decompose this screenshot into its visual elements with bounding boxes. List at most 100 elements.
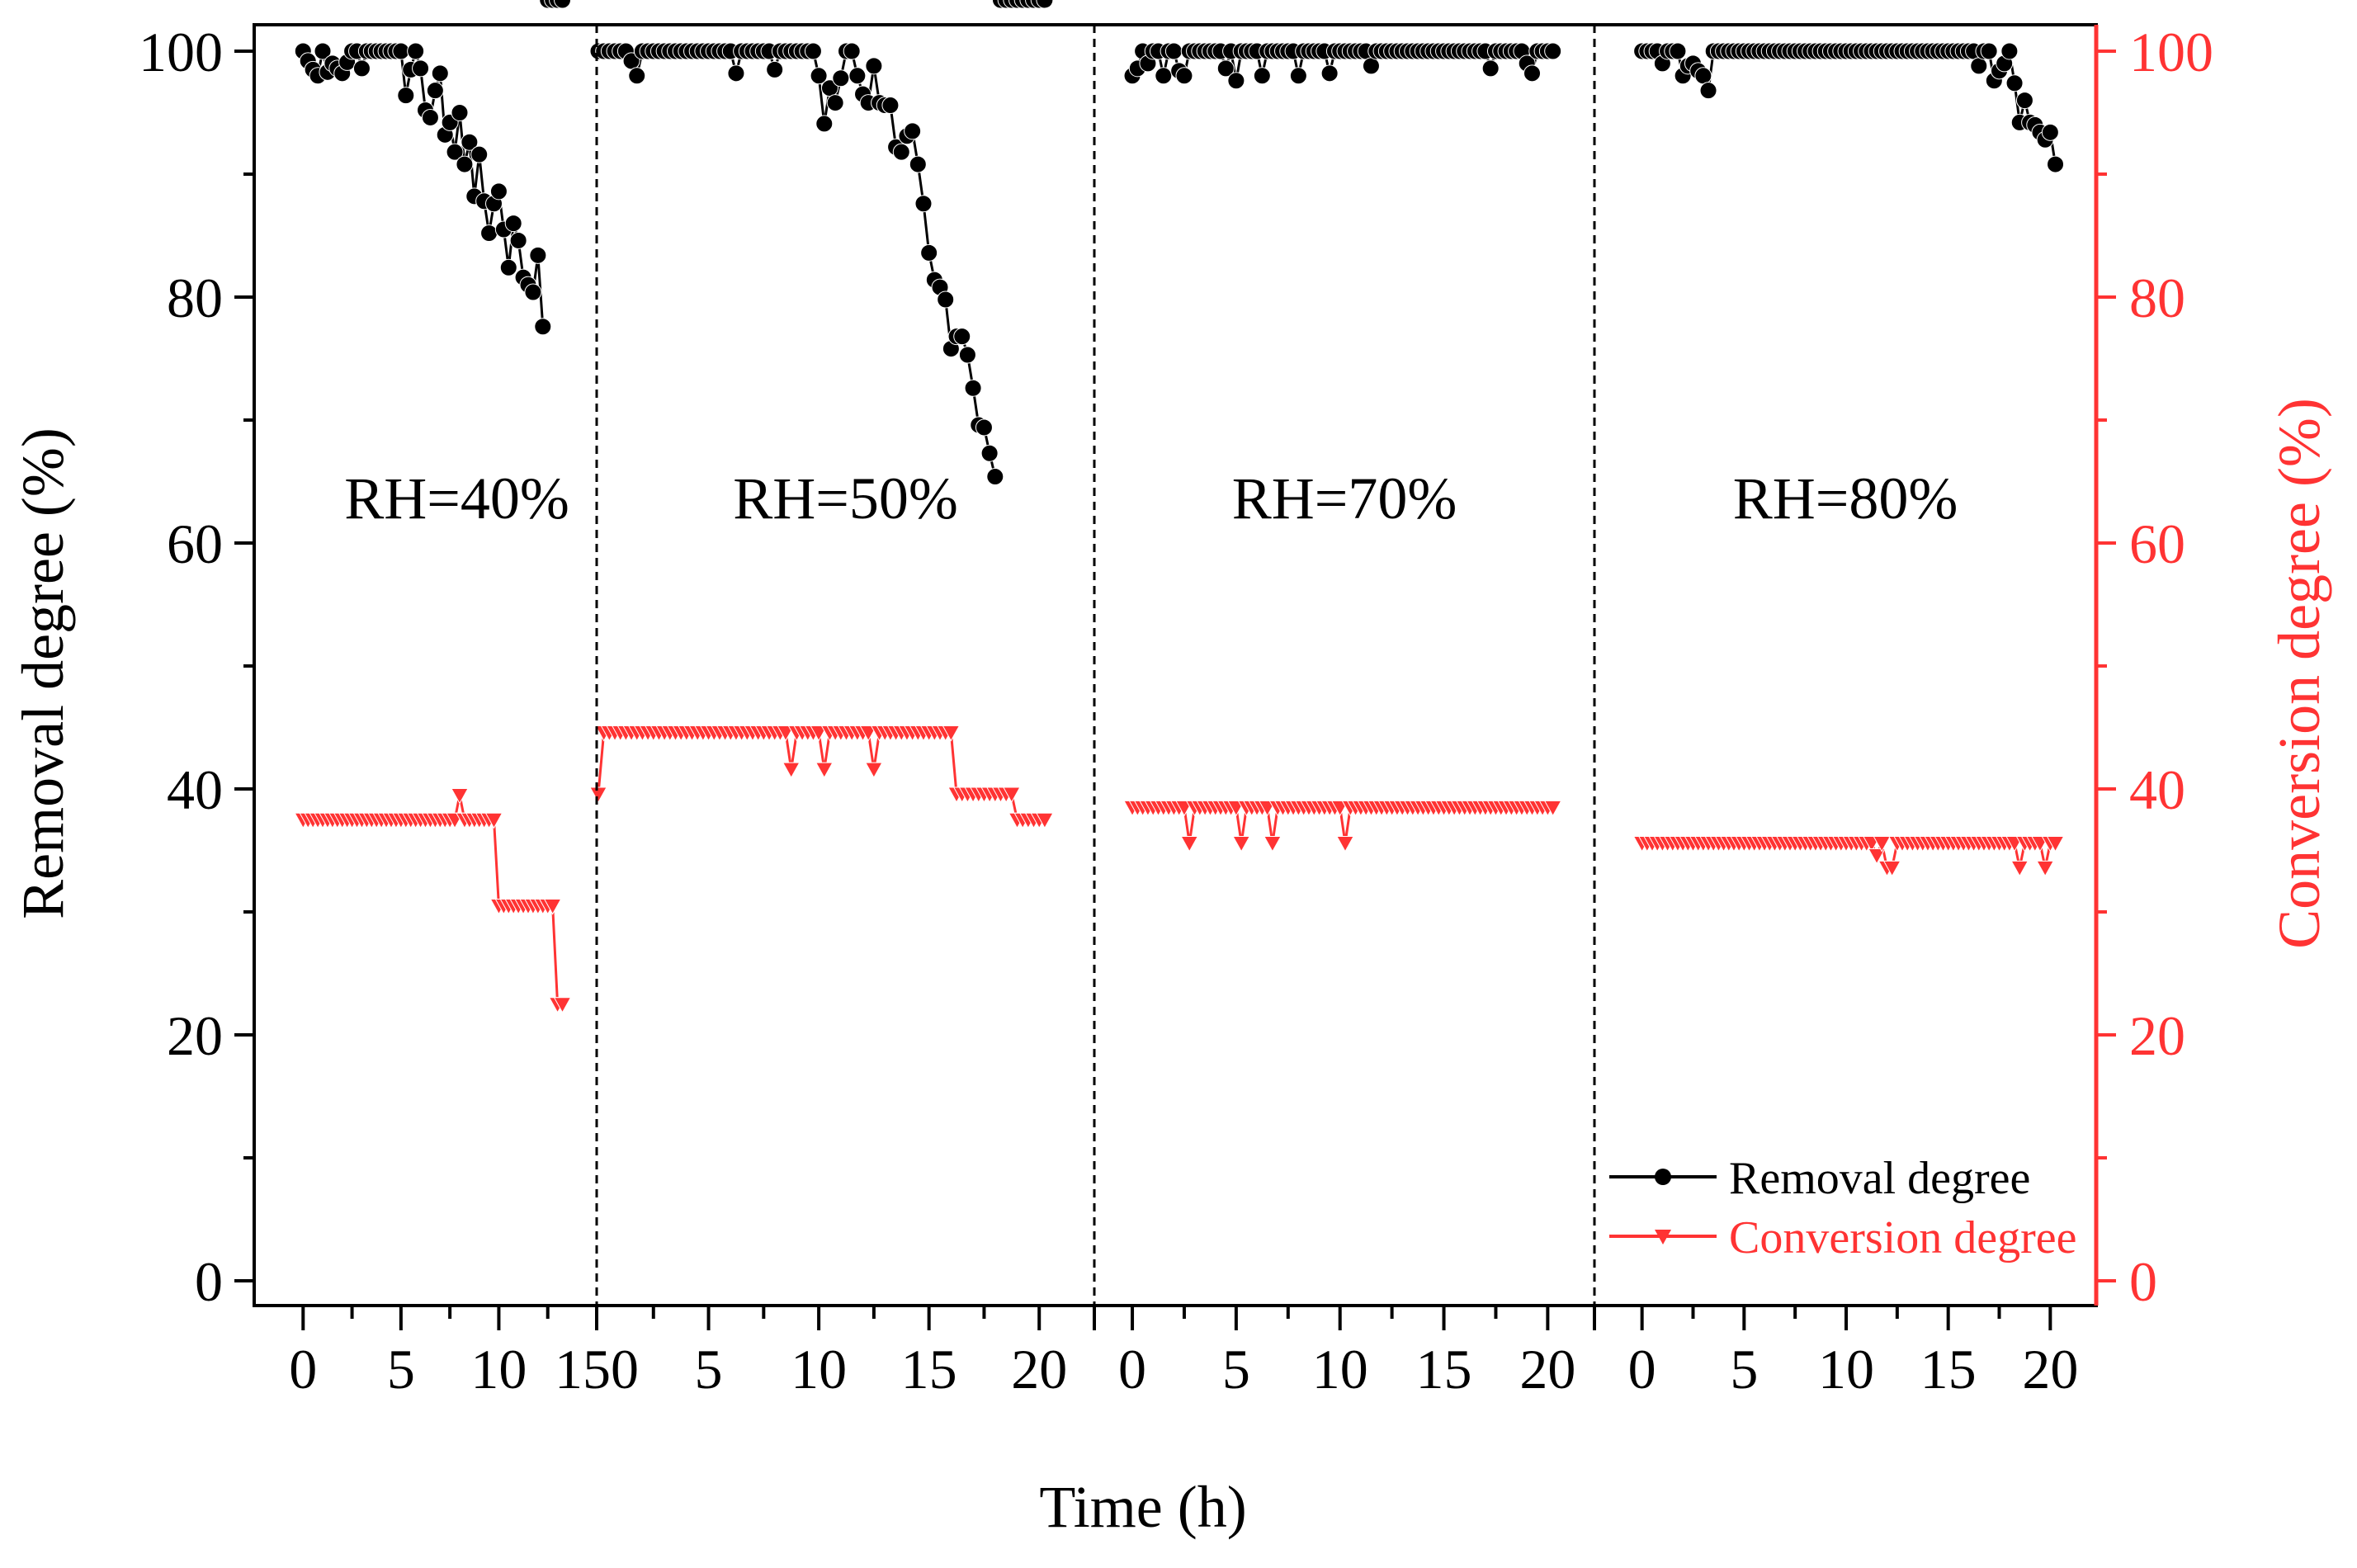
removal-point [1289,67,1307,85]
conversion-point [1036,812,1054,829]
removal-point [2005,74,2024,92]
x-tick-label: 10 [470,1338,527,1400]
x-tick-label: 10 [791,1338,847,1400]
conversion-point [451,787,469,805]
removal-point [470,145,489,163]
removal-point [407,42,425,60]
removal-point [975,418,993,437]
y-left-axis-title: Removal degree (%) [10,427,76,919]
removal-point [904,122,922,140]
removal-point [451,104,469,121]
removal-point [892,143,910,161]
x-tick-label: 15 [1920,1338,1977,1400]
x-tick-label: 15 [1416,1338,1472,1400]
x-tick-label: 0 [1628,1338,1656,1400]
removal-point [832,69,850,87]
removal-point [980,444,999,462]
conversion-series-line [597,730,1045,821]
removal-point [920,243,938,262]
removal-point [480,224,498,243]
x-tick-label: 5 [1222,1338,1250,1400]
conversion-point [589,786,607,803]
x-tick-label: 0 [289,1338,317,1400]
left-y-tick-label: 80 [167,267,223,329]
removal-point [1544,42,1562,60]
removal-point [865,57,883,75]
x-tick-label: 20 [1011,1338,1067,1400]
right-y-tick-label: 60 [2129,512,2185,575]
removal-point [1036,0,1054,9]
conversion-point [553,997,572,1013]
removal-point [1699,82,1717,100]
conversion-point [859,725,878,742]
removal-point [529,246,547,264]
removal-point [881,97,900,115]
conversion-point [942,725,961,742]
panel-label: RH=40% [344,465,569,531]
removal-point [953,328,971,346]
removal-point [509,231,527,249]
removal-point [489,182,508,201]
removal-point [1362,57,1380,75]
left-y-tick-label: 100 [139,21,223,83]
removal-point [937,290,955,309]
removal-point [2047,155,2065,173]
y-right-axis-title: Conversion degree (%) [2266,398,2332,949]
conversion-point [1868,848,1886,865]
removal-point [1216,59,1235,78]
left-y-tick-label: 60 [167,512,223,575]
removal-point [766,60,784,78]
removal-point [524,283,542,301]
removal-point [1970,57,1988,75]
removal-point [1175,67,1193,85]
panel-label: RH=70% [1232,465,1457,531]
conversion-point [782,762,801,779]
removal-point [446,143,464,161]
x-tick-label: 150 [555,1338,639,1400]
removal-point [810,67,828,85]
removal-point [1253,67,1271,85]
removal-point [804,42,822,60]
x-tick-label: 10 [1818,1338,1874,1400]
removal-point [392,42,410,60]
conversion-point [1232,836,1251,852]
removal-point [986,468,1004,486]
removal-point [499,258,517,276]
conversion-point [1336,836,1354,852]
plot-frame [253,23,2098,1307]
conversion-point [1180,836,1199,852]
removal-point [628,67,646,85]
conversion-point [1543,800,1562,817]
removal-point [412,59,430,78]
x-tick-label: 5 [695,1338,723,1400]
panel-label: RH=50% [733,465,958,531]
removal-point [848,67,867,85]
right-y-tick-label: 80 [2129,267,2185,329]
data-layer [294,0,2065,1013]
x-tick-label: 5 [1730,1338,1758,1400]
removal-point [1155,67,1173,85]
x-tick-label: 5 [387,1338,415,1400]
right-y-tick-label: 0 [2129,1250,2157,1313]
conversion-point [543,899,562,915]
left-y-tick-label: 0 [195,1250,223,1313]
removal-point [1164,42,1183,60]
removal-point [826,94,844,112]
conversion-point [1264,836,1282,852]
legend-conversion-label: Conversion degree [1729,1212,2076,1263]
removal-point [914,195,933,213]
x-tick-label: 10 [1312,1338,1368,1400]
removal-point [2000,42,2019,60]
right-y-tick-label: 100 [2129,21,2213,83]
conversion-point [2046,836,2065,852]
removal-point [1227,72,1245,90]
legend-conversion-marker [1655,1230,1671,1244]
x-tick-label: 20 [2022,1338,2078,1400]
removal-point [352,59,371,78]
conversion-point [815,762,834,779]
legend-removal-marker [1655,1169,1671,1185]
removal-point [504,215,522,233]
removal-point [909,155,927,173]
